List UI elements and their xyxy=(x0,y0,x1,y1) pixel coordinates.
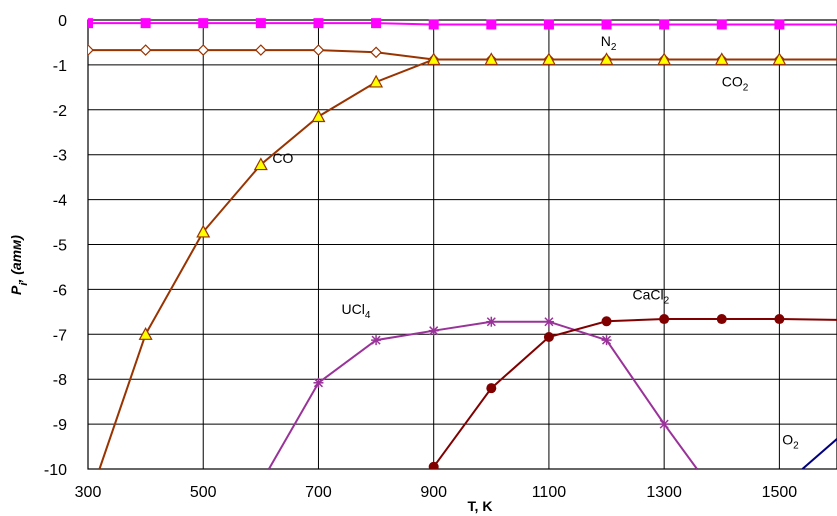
data-point-co2 xyxy=(139,44,152,56)
data-point-n2 xyxy=(140,18,151,29)
data-point-n2 xyxy=(313,18,324,29)
data-point-ucl4 xyxy=(371,335,382,346)
data-point-ucl4 xyxy=(486,316,497,327)
series-label: UCl4 xyxy=(342,301,371,321)
series-label: N2 xyxy=(601,33,617,53)
y-tick-label: -4 xyxy=(53,193,67,210)
data-point-ucl4 xyxy=(601,335,612,346)
x-tick-label: 900 xyxy=(420,484,447,501)
data-point-n2 xyxy=(198,18,209,29)
x-tick-label: 1100 xyxy=(532,484,567,501)
x-tick-label: 300 xyxy=(75,484,102,501)
data-point-co xyxy=(426,52,441,66)
data-point-co2 xyxy=(88,44,94,56)
data-point-co xyxy=(541,52,556,66)
y-axis-title: Pi, (атм) xyxy=(8,235,30,295)
data-point-cacl2 xyxy=(543,331,554,342)
data-point-cacl2 xyxy=(659,314,670,325)
series-line-n2 xyxy=(88,22,837,26)
y-tick-label: 0 xyxy=(58,13,67,30)
data-point-ucl4 xyxy=(543,316,554,327)
plot-frame xyxy=(87,19,837,470)
data-point-n2 xyxy=(601,19,612,30)
data-point-n2 xyxy=(716,19,727,30)
data-point-co xyxy=(714,52,729,66)
data-point-n2 xyxy=(88,18,93,29)
series-label: CO xyxy=(272,150,293,166)
data-point-co xyxy=(311,109,326,123)
x-tick-label: 1300 xyxy=(646,484,682,501)
y-tick-label: -10 xyxy=(44,462,67,479)
x-tick-label: 700 xyxy=(305,484,332,501)
data-point-cacl2 xyxy=(486,383,497,394)
y-tick-label: -1 xyxy=(53,58,67,75)
series-layer xyxy=(88,18,837,469)
x-tick-label: 1500 xyxy=(762,484,798,501)
data-point-co xyxy=(657,52,672,66)
data-point-cacl2 xyxy=(428,461,439,469)
data-point-ucl4 xyxy=(428,325,439,336)
grid xyxy=(87,19,837,470)
y-tick-label: -6 xyxy=(53,282,67,299)
data-point-co xyxy=(253,157,268,171)
series-line-o2 xyxy=(801,438,837,469)
data-point-co2 xyxy=(197,44,210,56)
data-point-cacl2 xyxy=(716,314,727,325)
data-point-co2 xyxy=(254,44,267,56)
data-point-n2 xyxy=(659,19,670,30)
data-point-co2 xyxy=(370,46,382,59)
data-point-co xyxy=(484,52,499,66)
data-point-co xyxy=(772,52,787,66)
tick-labels: 0 -1 -2 -3 -4 -5 -6 -7 -8 -9 -10 300 500 700 900 1100 13… xyxy=(44,13,797,501)
x-axis-title: T, K xyxy=(468,498,493,514)
data-point-co xyxy=(369,74,384,88)
series-annotations: N2 CO2 CO UCl4 CaCl2 O2 xyxy=(272,33,799,451)
data-point-ucl4 xyxy=(313,377,324,388)
data-point-n2 xyxy=(486,19,497,30)
data-point-co xyxy=(138,327,153,340)
y-tick-label: -9 xyxy=(53,417,67,434)
data-point-cacl2 xyxy=(774,314,785,325)
data-point-n2 xyxy=(428,19,439,30)
y-tick-label: -2 xyxy=(53,103,67,120)
data-point-co xyxy=(196,224,211,238)
y-tick-label: -3 xyxy=(53,148,67,165)
data-point-n2 xyxy=(774,19,785,30)
data-point-n2 xyxy=(371,18,382,29)
data-point-ucl4 xyxy=(659,419,670,430)
data-point-co2 xyxy=(312,44,325,56)
series-line-cacl2 xyxy=(432,318,837,468)
series-label: CO2 xyxy=(722,73,749,93)
data-point-n2 xyxy=(255,18,266,29)
series-label: O2 xyxy=(782,431,799,451)
y-tick-label: -8 xyxy=(53,372,67,389)
data-point-co xyxy=(599,52,614,66)
data-point-n2 xyxy=(543,19,554,30)
y-tick-label: -5 xyxy=(53,238,67,255)
series-label: CaCl2 xyxy=(632,286,669,306)
data-point-cacl2 xyxy=(601,316,612,327)
series-line-ucl4 xyxy=(268,320,698,469)
x-tick-label: 500 xyxy=(190,484,217,501)
series-line-co xyxy=(98,58,837,469)
y-tick-label: -7 xyxy=(53,327,67,344)
